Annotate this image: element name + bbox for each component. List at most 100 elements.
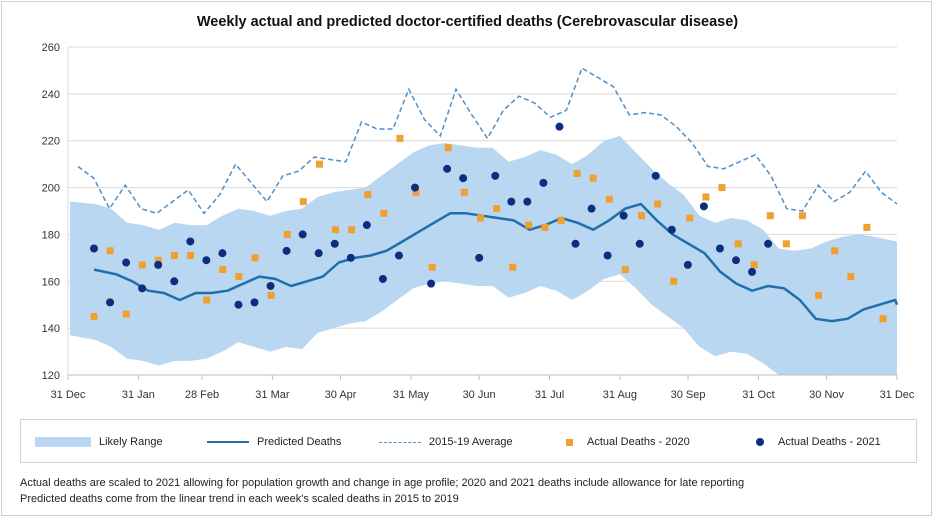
legend-2021-label: Actual Deaths - 2021 (778, 436, 881, 448)
y-tick-label-180: 180 (42, 229, 60, 241)
point-2020-31 (589, 174, 597, 182)
point-2020-17 (364, 191, 372, 199)
y-tick-label-240: 240 (42, 89, 60, 101)
point-2021-24 (475, 253, 484, 262)
legend-predicted-swatch (207, 441, 249, 443)
point-2020-11 (267, 291, 275, 299)
point-2020-27 (525, 221, 533, 229)
x-tick-label-9: 30 Sep (671, 389, 706, 401)
point-2020-28 (541, 223, 549, 231)
point-2020-29 (557, 216, 565, 224)
point-2020-25 (493, 205, 501, 213)
point-2021-10 (250, 298, 259, 307)
legend-item-range: Likely Range (35, 434, 163, 450)
point-2020-0 (90, 312, 98, 320)
predicted-deaths-line (93, 202, 899, 323)
point-2021-16 (346, 253, 355, 262)
legend-item-average: 2015-19 Average (379, 434, 513, 450)
point-2020-45 (815, 291, 823, 299)
point-2020-14 (315, 160, 323, 168)
point-2020-44 (798, 212, 806, 220)
point-2021-13 (298, 230, 307, 239)
legend-average-swatch (379, 441, 421, 443)
point-2021-8 (218, 249, 227, 258)
point-2021-38 (699, 202, 708, 211)
point-2021-23 (459, 174, 468, 183)
point-2020-36 (670, 277, 678, 285)
point-2020-43 (782, 240, 790, 248)
point-2020-3 (138, 261, 146, 269)
legend: Likely Range Predicted Deaths 2015-19 Av… (20, 419, 917, 463)
footnote-1: Actual deaths are scaled to 2021 allowin… (20, 477, 745, 489)
point-2020-23 (460, 188, 468, 196)
point-2020-32 (605, 195, 613, 203)
point-2020-4 (154, 256, 162, 264)
point-2020-39 (718, 184, 726, 192)
point-2020-2 (122, 310, 130, 318)
point-2020-9 (235, 273, 243, 281)
point-2021-35 (651, 171, 660, 180)
point-2021-4 (154, 260, 163, 269)
legend-predicted-label: Predicted Deaths (257, 436, 342, 448)
point-2021-41 (748, 267, 757, 276)
y-tick-label-220: 220 (42, 136, 60, 148)
point-2021-21 (427, 279, 436, 288)
point-2021-19 (394, 251, 403, 260)
legend-range-swatch (35, 437, 91, 447)
x-tick-label-4: 30 Apr (325, 389, 357, 401)
point-2021-14 (314, 249, 323, 258)
point-2021-40 (732, 256, 740, 265)
x-tick-label-1: 31 Jan (122, 389, 155, 401)
x-tick-label-11: 30 Nov (809, 389, 844, 401)
x-tick-label-5: 31 May (393, 389, 430, 401)
y-tick-label-120: 120 (42, 370, 60, 382)
legend-average-label: 2015-19 Average (429, 436, 513, 448)
point-2021-27 (523, 197, 532, 206)
point-2020-26 (509, 263, 517, 271)
point-2020-41 (750, 261, 758, 269)
average-line (77, 66, 898, 215)
point-2021-6 (186, 237, 195, 246)
point-2021-30 (571, 239, 580, 248)
point-2021-36 (667, 225, 676, 234)
point-2021-42 (764, 239, 773, 248)
point-2020-30 (573, 170, 581, 178)
point-2020-49 (879, 315, 887, 323)
point-2020-20 (412, 188, 420, 196)
x-tick-label-12: 31 Dec (880, 389, 915, 401)
legend-range-label: Likely Range (99, 436, 163, 448)
legend-item-predicted: Predicted Deaths (207, 434, 341, 450)
point-2021-31 (587, 204, 596, 213)
point-2020-13 (299, 198, 307, 206)
point-2021-1 (106, 298, 115, 307)
point-2021-28 (539, 178, 548, 187)
point-2021-0 (90, 244, 98, 253)
point-2021-9 (234, 300, 243, 309)
footnote-2: Predicted deaths come from the linear tr… (20, 493, 459, 505)
point-2021-39 (715, 244, 724, 253)
y-tick-label-200: 200 (42, 183, 60, 195)
point-2020-33 (621, 266, 629, 274)
point-2020-22 (444, 144, 452, 152)
point-2021-5 (170, 277, 179, 286)
point-2021-32 (603, 251, 612, 260)
x-tick-label-10: 31 Oct (742, 389, 774, 401)
legend-2021-swatch (756, 438, 764, 446)
point-2021-29 (555, 122, 564, 131)
point-2021-17 (362, 221, 371, 230)
x-tick-label-3: 31 Mar (255, 389, 290, 401)
point-2020-19 (396, 134, 404, 142)
x-tick-label-8: 31 Aug (603, 389, 637, 401)
point-2021-22 (443, 164, 452, 173)
point-2020-7 (203, 296, 211, 304)
y-tick-label-140: 140 (42, 323, 60, 335)
average-2015-19-line (77, 66, 898, 215)
point-2020-12 (283, 230, 291, 238)
point-2021-25 (491, 171, 500, 180)
point-2020-40 (734, 240, 742, 248)
y-tick-label-260: 260 (42, 42, 60, 54)
point-2020-1 (106, 247, 114, 255)
point-2020-21 (428, 263, 436, 271)
